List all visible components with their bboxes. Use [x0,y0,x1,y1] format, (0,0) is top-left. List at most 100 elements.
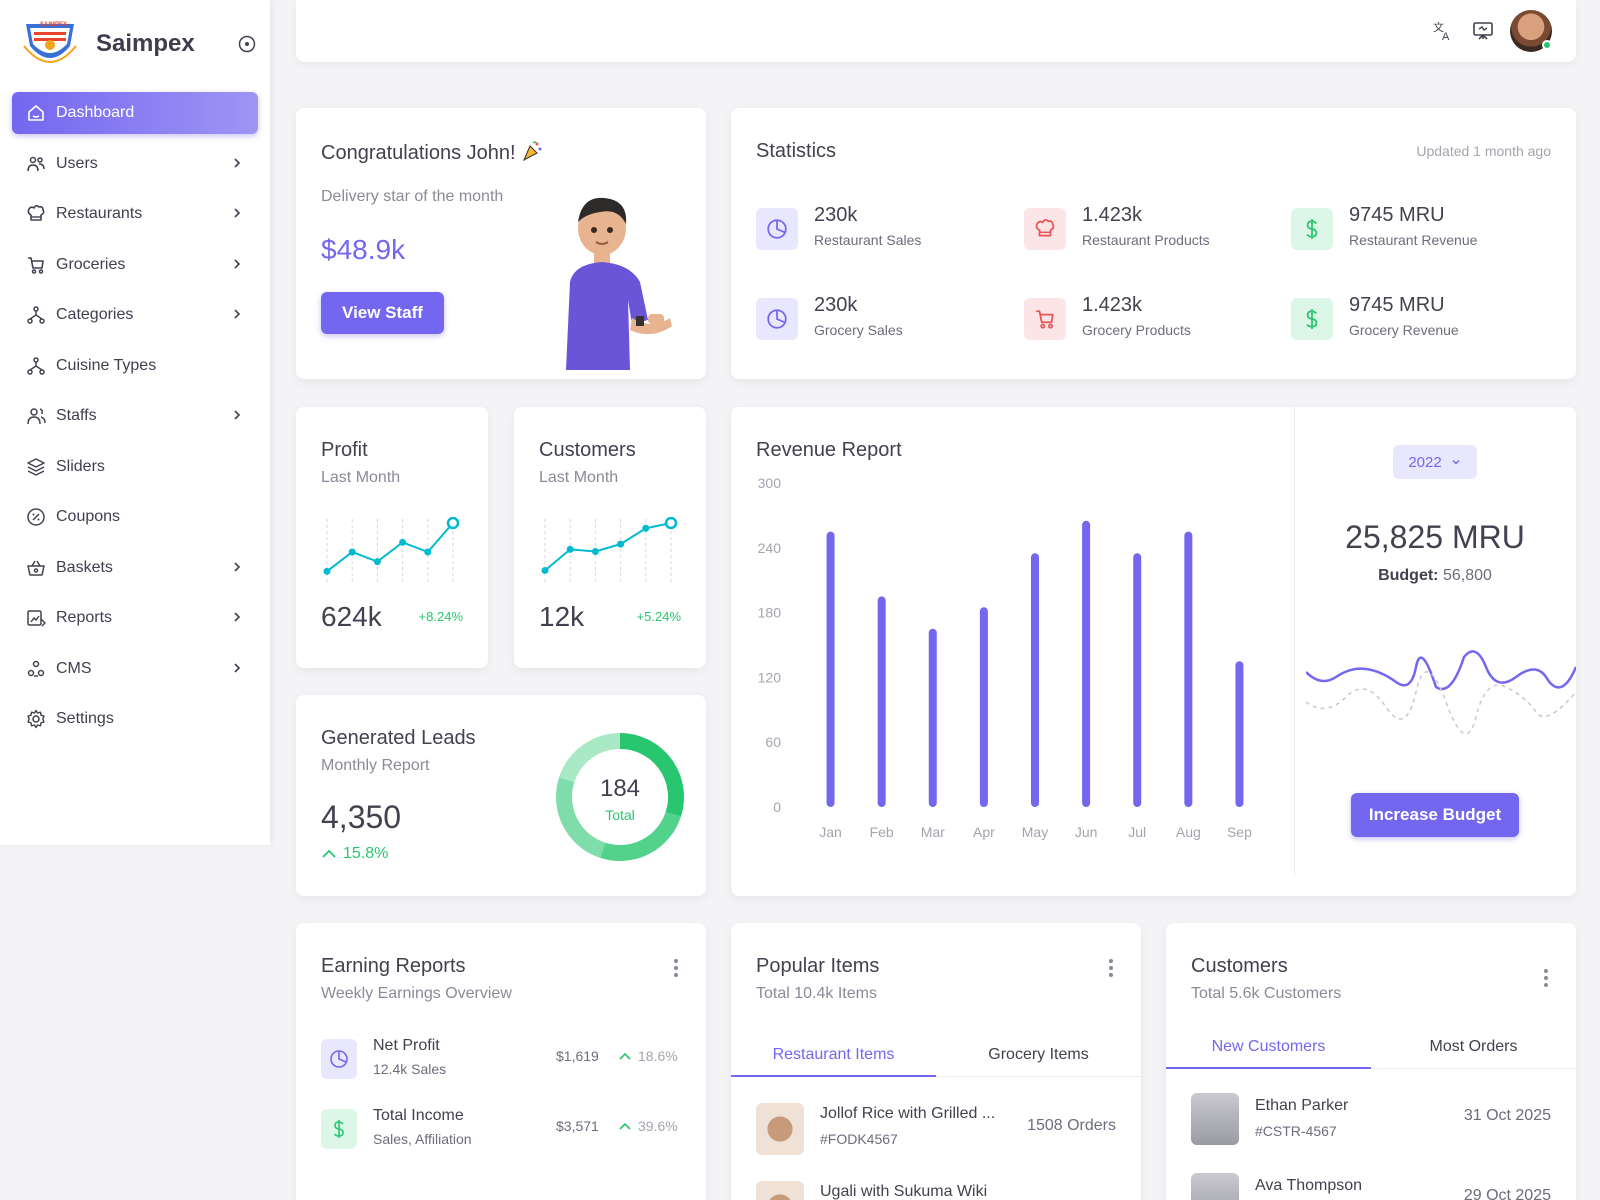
y-tick-label: 180 [758,605,782,621]
sidebar-item-cuisine-types[interactable]: Cuisine Types [12,345,258,387]
generated-leads-card: Generated Leads Monthly Report 4,350 15.… [296,695,706,896]
sidebar-item-settings[interactable]: Settings [12,698,258,740]
presentation-icon[interactable] [1472,20,1494,42]
sparkline-point [373,558,381,566]
list-item[interactable]: Jollof Rice with Grilled ... #FODK4567 150… [756,1103,1116,1155]
chevron-right-icon [234,662,241,673]
sidebar-item-sliders[interactable]: Sliders [12,446,258,488]
leads-donut-chart [556,733,684,861]
budget-wave-chart [1306,650,1576,735]
profit-subtitle: Last Month [321,469,401,486]
coupon-icon [27,508,45,526]
earning-sub: 12.4k Sales [373,1061,447,1077]
congrats-amount: $48.9k [321,234,406,265]
list-item[interactable]: Ugali with Sukuma Wiki [756,1181,1116,1200]
sidebar-item-users[interactable]: Users [12,143,258,185]
sidebar-toggle-icon[interactable] [238,35,256,53]
y-tick-label: 120 [758,669,782,685]
earning-icon-box [321,1039,357,1079]
stat-item: 230k Grocery Sales [756,294,1016,348]
leads-change: 15.8% [321,845,388,863]
sparkline-line [326,522,454,573]
basket-icon [27,560,45,576]
sidebar-item-cms[interactable]: CMS [12,648,258,690]
chevron-right-icon [234,561,241,572]
leads-subtitle: Monthly Report [321,757,430,774]
donut-total-value: 184 [599,775,641,802]
statistics-updated: Updated 1 month ago [1416,143,1551,159]
popular-items-card: Popular Items Total 10.4k Items Restaura… [731,923,1141,1200]
sparkline-point [424,548,432,556]
sparkline-point [591,547,599,555]
stat-icon-box [756,208,798,250]
customers-tabs: New Customers Most Orders [1166,1025,1576,1069]
home-icon [28,105,44,121]
sparkline-point [323,567,331,575]
list-item[interactable]: Ethan Parker #CSTR-4567 31 Oct 2025 [1191,1093,1551,1145]
earning-value: $3,571 [556,1118,599,1134]
chevron-right-icon [234,612,241,622]
chevron-right-icon [234,258,241,269]
donut-segment [559,733,621,783]
chevron-right-icon [234,309,241,319]
profit-value: 624k [321,601,382,632]
hierarchy-icon [27,356,45,375]
tab-grocery-items[interactable]: Grocery Items [988,1045,1089,1063]
sidebar-item-staffs[interactable]: Staffs [12,395,258,437]
increase-budget-button[interactable]: Increase Budget [1351,793,1519,837]
tab-restaurant-items[interactable]: Restaurant Items [731,1033,936,1077]
tab-new-customers[interactable]: New Customers [1166,1025,1371,1069]
profit-card: Profit Last Month 624k +8.24% [296,407,488,668]
profit-sparkline [323,517,460,585]
brand-name: Saimpex [96,30,195,57]
kebab-menu-icon[interactable] [1544,969,1548,987]
chevron-right-icon [234,410,241,420]
sparkline-point [642,524,650,532]
popular-tabs: Restaurant Items Grocery Items [731,1033,1141,1077]
sparkline-point [541,566,549,574]
congrats-title: Congratulations John! [321,140,543,165]
earning-reports-card: Earning Reports Weekly Earnings Overview… [296,923,706,1200]
sidebar-item-baskets[interactable]: Baskets [12,547,258,589]
sidebar-item-categories[interactable]: Categories [12,294,258,336]
earning-title: Earning Reports [321,955,466,977]
customers-mini-card: Customers Last Month 12k +5.24% [514,407,706,668]
sidebar-item-reports[interactable]: Reports [12,597,258,639]
sidebar-item-restaurants[interactable]: Restaurants [12,193,258,235]
y-tick-label: 0 [773,799,781,815]
stat-item: 230k Restaurant Sales [756,204,1016,258]
stat-value: 230k [814,294,858,316]
svg-text:文: 文 [1433,20,1444,34]
sparkline-point [399,538,407,546]
sidebar-item-coupons[interactable]: Coupons [12,496,258,538]
stat-item: 1.423k Restaurant Products [1024,204,1284,258]
brand[interactable]: SAIMPEX Saimpex [20,16,260,72]
stat-icon-box [1024,298,1066,340]
kebab-menu-icon[interactable] [674,959,678,977]
leads-title: Generated Leads [321,727,476,749]
popular-title: Popular Items [756,955,880,977]
sidebar-item-groceries[interactable]: Groceries [12,244,258,286]
earning-row: Total Income Sales, Affiliation $3,571 39.6… [321,1107,683,1151]
earning-subtitle: Weekly Earnings Overview [321,985,512,1002]
earning-name: Total Income [373,1107,464,1124]
sidebar-item-dashboard[interactable]: Dashboard [12,92,258,134]
list-item[interactable]: Ava Thompson 29 Oct 2025 [1191,1173,1551,1200]
x-tick-label: Mar [921,824,945,840]
sparkline-point [664,517,678,530]
gear-icon [27,709,45,729]
arrow-up-icon [619,1122,631,1130]
stat-label: Restaurant Products [1082,232,1210,248]
kebab-menu-icon[interactable] [1109,959,1113,977]
stat-item: 9745 MRU Grocery Revenue [1291,294,1551,348]
view-staff-button[interactable]: View Staff [321,292,444,334]
stat-label: Grocery Revenue [1349,322,1459,338]
translate-icon[interactable]: 文 A [1432,20,1454,42]
profit-change: +8.24% [418,609,463,624]
x-tick-label: May [1022,824,1048,840]
sidebar-item-label: Staffs [56,407,97,424]
sidebar-nav: Dashboard Users Restaurants Groceries Catego… [12,92,258,749]
tab-most-orders[interactable]: Most Orders [1429,1037,1518,1055]
year-dropdown[interactable]: 2022 [1393,445,1477,479]
stat-value: 1.423k [1082,294,1143,316]
